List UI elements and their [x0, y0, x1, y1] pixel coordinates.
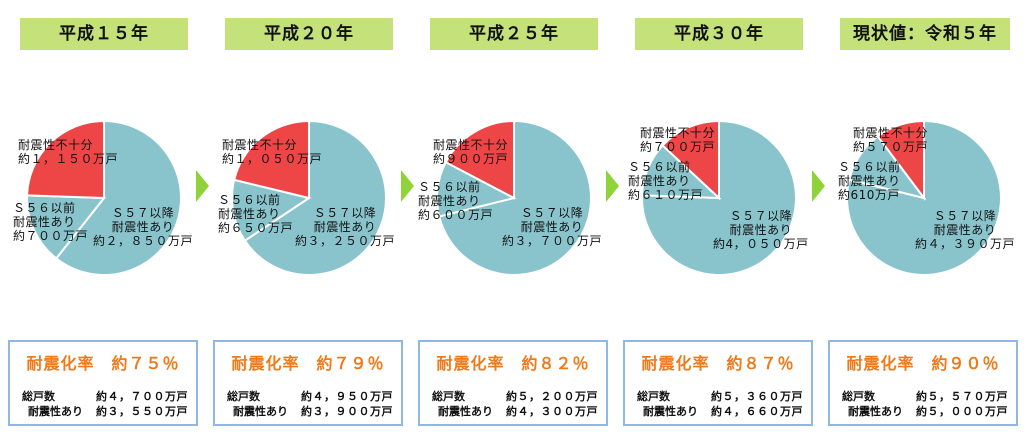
s56-label: Ｓ５６以前 耐震性あり 約６００万戸 [418, 180, 494, 222]
total-label: 総戸数 [432, 390, 465, 403]
stats-box: 耐震化率 約７９％ 総戸数 約４，９５０万戸 耐震性あり 約３，９００万戸 [213, 340, 403, 426]
arrow-right-icon [812, 170, 825, 202]
total-label: 総戸数 [842, 390, 875, 403]
unsafe-label: 耐震性不十分 約７００万戸 [640, 126, 716, 154]
s56-label: Ｓ５６以前 耐震性あり 約７００万戸 [13, 201, 89, 243]
pie-chart [846, 119, 1002, 276]
resistant-value: 約４，３００万戸 [506, 405, 598, 418]
s56-label: Ｓ５６以前 耐震性あり 約610万戸 [838, 160, 901, 202]
unsafe-label: 耐震性不十分 約１，１５０万戸 [18, 138, 119, 166]
year-tag: 平成３０年 [635, 18, 803, 50]
year-tag: 平成２５年 [430, 18, 598, 50]
s56-label: Ｓ５６以前 耐震性あり 約６１０万戸 [628, 160, 704, 202]
pie-slice-unsafe [876, 119, 925, 202]
unsafe-label: 耐震性不十分 約９００万戸 [433, 138, 509, 166]
year-tag: 平成１５年 [20, 18, 188, 50]
pie-chart [231, 119, 387, 276]
pie-slice-s57 [54, 119, 182, 276]
arrow-right-icon [401, 170, 414, 202]
stats-box: 耐震化率 約８２％ 総戸数 約５，２００万戸 耐震性あり 約４，３００万戸 [418, 340, 608, 426]
pie-slice-s56 [231, 178, 312, 243]
pie-slice-unsafe [26, 119, 105, 200]
rate-text: 耐震化率 約７５％ [26, 354, 180, 373]
resistant-value: 約５，０００万戸 [916, 405, 1008, 418]
panel-5: 現状値：令和５年 耐震性不十分 約５７０万戸 Ｓ５６以前 耐震性あり 約610万… [820, 0, 1024, 439]
stats-box: 耐震化率 約８７％ 総戸数 約５，３６０万戸 耐震性あり 約４，６６０万戸 [623, 340, 813, 426]
panel-3: 平成２５年 耐震性不十分 約９００万戸 Ｓ５６以前 耐震性あり 約６００万戸 Ｓ… [410, 0, 615, 439]
total-label: 総戸数 [22, 390, 55, 403]
resistant-value: 約３，９００万戸 [301, 405, 393, 418]
unsafe-label: 耐震性不十分 約５７０万戸 [853, 126, 929, 154]
stats-box: 耐震化率 約７５％ 総戸数 約４，７００万戸 耐震性あり 約３，５５０万戸 [8, 340, 198, 426]
s57-label: Ｓ５７以降 耐震性あり 約３，７００万戸 [502, 206, 603, 248]
total-value: 約５，５７０万戸 [916, 390, 1008, 403]
resistant-label: 耐震性あり [848, 405, 903, 418]
pie-chart [436, 119, 592, 276]
pie-slice-s56 [26, 194, 107, 260]
pie-slice-s57 [243, 119, 387, 276]
year-tag: 現状値：令和５年 [840, 18, 1010, 50]
s57-label: Ｓ５７以降 耐震性あり 約２，８５０万戸 [93, 206, 194, 248]
total-value: 約５，３６０万戸 [711, 390, 803, 403]
arrow-right-icon [196, 170, 209, 202]
resistant-value: 約３，５５０万戸 [96, 405, 188, 418]
panel-2: 平成２０年 耐震性不十分 約１，０５０万戸 Ｓ５６以前 耐震性あり 約６５０万戸… [205, 0, 410, 439]
resistant-value: 約４，６６０万戸 [711, 405, 803, 418]
pie-slice-unsafe [661, 119, 720, 201]
total-value: 約４，９５０万戸 [301, 390, 393, 403]
rate-text: 耐震化率 約８２％ [436, 354, 590, 373]
total-label: 総戸数 [227, 390, 260, 403]
rate-text: 耐震化率 約９０％ [846, 354, 1000, 373]
year-tag: 平成２０年 [225, 18, 393, 50]
total-label: 総戸数 [637, 390, 670, 403]
panel-1: 平成１５年 耐震性不十分 約１，１５０万戸 Ｓ５６以前 耐震性あり 約７００万戸… [0, 0, 205, 439]
arrow-right-icon [606, 170, 619, 202]
s57-label: Ｓ５７以降 耐震性あり 約4，０５０万戸 [713, 209, 809, 251]
pie-slice-unsafe [232, 119, 310, 200]
pie-chart [641, 119, 797, 276]
stats-box: 耐震化率 約９０％ 総戸数 約５，５７０万戸 耐震性あり 約５，０００万戸 [828, 340, 1018, 426]
s56-label: Ｓ５６以前 耐震性あり 約６５０万戸 [218, 193, 294, 235]
s57-label: Ｓ５７以降 耐震性あり 約３，２５０万戸 [295, 206, 396, 248]
resistant-label: 耐震性あり [438, 405, 493, 418]
unsafe-label: 耐震性不十分 約１，０５０万戸 [222, 138, 323, 166]
resistant-label: 耐震性あり [28, 405, 83, 418]
pie-chart [26, 119, 182, 276]
total-value: 約５，２００万戸 [506, 390, 598, 403]
rate-text: 耐震化率 約７９％ [231, 354, 385, 373]
resistant-label: 耐震性あり [233, 405, 288, 418]
rate-text: 耐震化率 約８７％ [641, 354, 795, 373]
resistant-label: 耐震性あり [643, 405, 698, 418]
total-value: 約４，７００万戸 [96, 390, 188, 403]
s57-label: Ｓ５７以降 耐震性あり 約４，３９０万戸 [915, 209, 1016, 251]
pie-slice-unsafe [444, 119, 515, 200]
panel-4: 平成３０年 耐震性不十分 約７００万戸 Ｓ５６以前 耐震性あり 約６１０万戸 Ｓ… [615, 0, 820, 439]
pie-slice-s57 [641, 119, 797, 276]
